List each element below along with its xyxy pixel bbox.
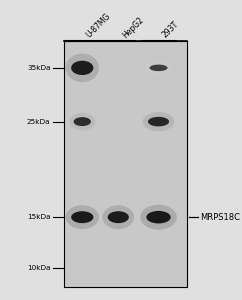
Ellipse shape bbox=[66, 53, 99, 82]
Text: 10kDa: 10kDa bbox=[27, 265, 51, 271]
Text: 15kDa: 15kDa bbox=[27, 214, 51, 220]
Ellipse shape bbox=[71, 211, 93, 223]
Ellipse shape bbox=[71, 61, 93, 75]
Ellipse shape bbox=[74, 117, 91, 126]
Text: HepG2: HepG2 bbox=[121, 15, 145, 40]
Ellipse shape bbox=[140, 205, 177, 230]
Text: 35kDa: 35kDa bbox=[27, 65, 51, 71]
Ellipse shape bbox=[143, 112, 174, 131]
Text: 25kDa: 25kDa bbox=[27, 118, 51, 124]
Text: U-87MG: U-87MG bbox=[84, 12, 112, 40]
Ellipse shape bbox=[66, 205, 99, 229]
Ellipse shape bbox=[108, 211, 129, 223]
FancyBboxPatch shape bbox=[64, 41, 187, 287]
Text: MRPS18C: MRPS18C bbox=[200, 213, 240, 222]
Text: 293T: 293T bbox=[161, 20, 181, 40]
Ellipse shape bbox=[145, 61, 172, 74]
Ellipse shape bbox=[150, 64, 167, 71]
Ellipse shape bbox=[146, 211, 171, 224]
Ellipse shape bbox=[69, 113, 95, 130]
Ellipse shape bbox=[148, 117, 169, 126]
Ellipse shape bbox=[102, 205, 134, 229]
